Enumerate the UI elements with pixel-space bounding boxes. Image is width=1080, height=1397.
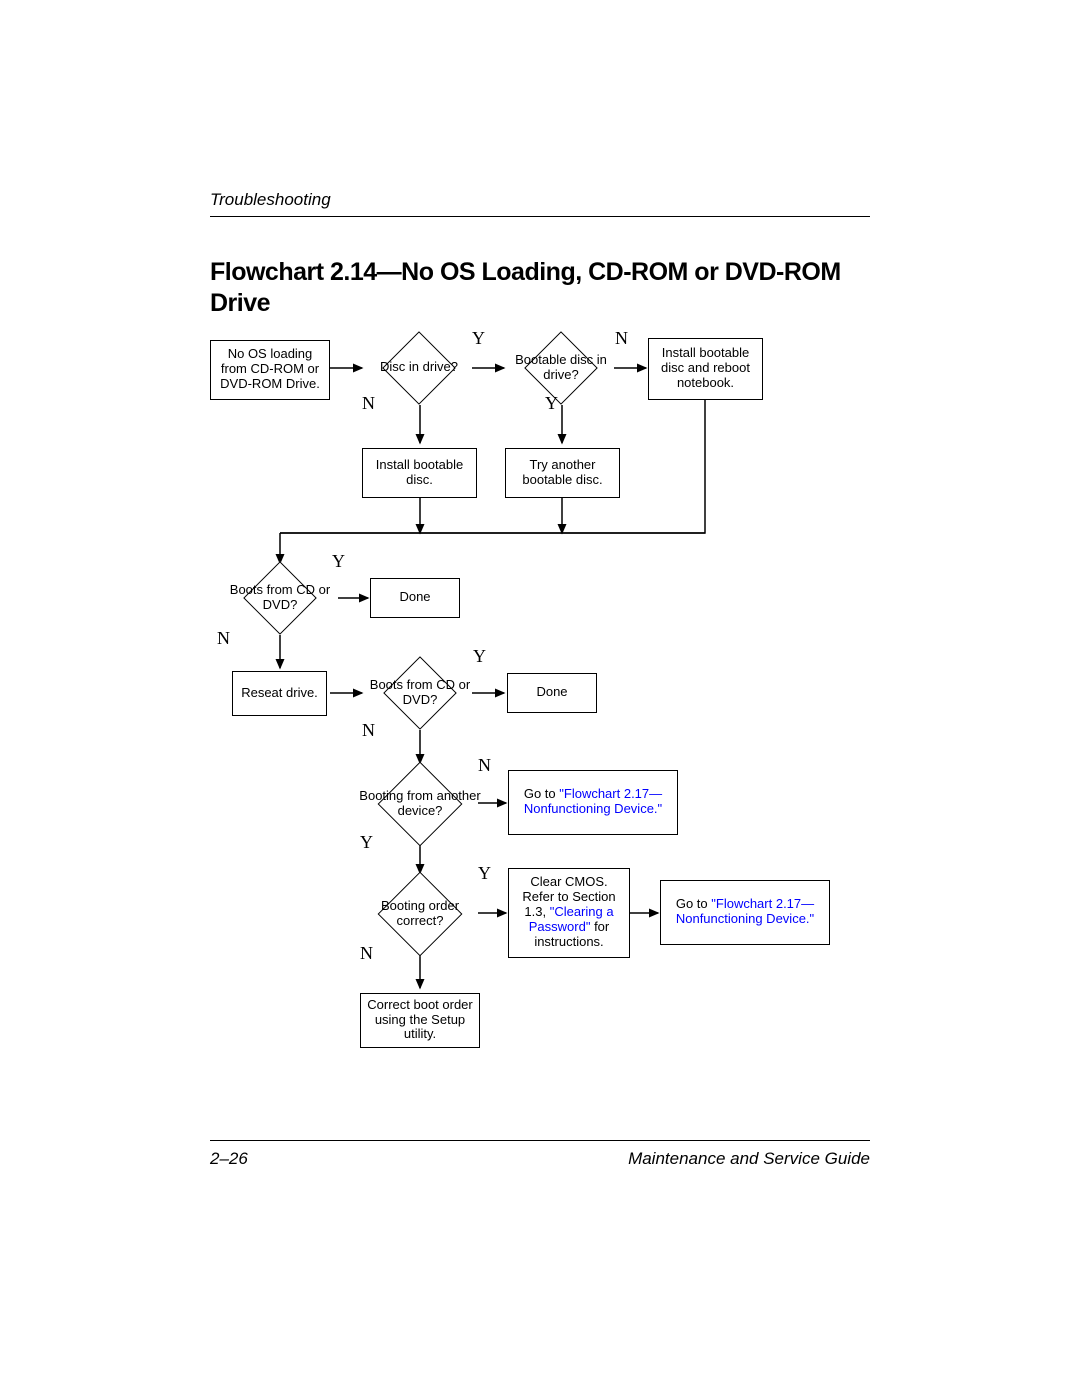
node-reseat: Reseat drive. — [232, 671, 327, 716]
node-text: Install bootable disc and reboot noteboo… — [653, 346, 758, 391]
node-done-2: Done — [507, 673, 597, 713]
node-boot-order: Booting order correct? — [358, 871, 482, 957]
node-text: Go to "Flowchart 2.17—Nonfunctioning Dev… — [513, 787, 673, 817]
node-booting-another: Booting from another device? — [358, 761, 482, 847]
node-text: Boots from CD or DVD? — [362, 678, 478, 708]
label-y: Y — [472, 328, 485, 349]
node-text: Done — [399, 590, 430, 605]
node-text: Clear CMOS. Refer to Section 1.3, "Clear… — [513, 875, 625, 950]
label-n: N — [615, 328, 628, 349]
label-y: Y — [473, 646, 486, 667]
label-n: N — [478, 755, 491, 776]
node-text: Done — [536, 685, 567, 700]
node-text: Booting order correct? — [358, 899, 482, 929]
header-section: Troubleshooting — [210, 190, 870, 217]
node-install-reboot: Install bootable disc and reboot noteboo… — [648, 338, 763, 400]
node-text: Boots from CD or DVD? — [222, 583, 338, 613]
node-text: Disc in drive? — [380, 360, 458, 375]
node-bootable-disc: Bootable disc in drive? — [507, 330, 615, 406]
label-y: Y — [332, 551, 345, 572]
node-text: Go to "Flowchart 2.17—Nonfunctioning Dev… — [665, 897, 825, 927]
page-title: Flowchart 2.14—No OS Loading, CD-ROM or … — [210, 257, 870, 320]
node-goto-217-b: Go to "Flowchart 2.17—Nonfunctioning Dev… — [660, 880, 830, 945]
node-boots-1: Boots from CD or DVD? — [222, 560, 338, 636]
label-n: N — [362, 720, 375, 741]
label-n: N — [362, 393, 375, 414]
node-text: Reseat drive. — [241, 686, 318, 701]
node-text: Try another bootable disc. — [510, 458, 615, 488]
node-text: Install bootable disc. — [367, 458, 472, 488]
node-done-1: Done — [370, 578, 460, 618]
node-correct-boot: Correct boot order using the Setup utili… — [360, 993, 480, 1048]
label-n: N — [360, 943, 373, 964]
node-try-another: Try another bootable disc. — [505, 448, 620, 498]
node-goto-217-a: Go to "Flowchart 2.17—Nonfunctioning Dev… — [508, 770, 678, 835]
node-clear-cmos: Clear CMOS. Refer to Section 1.3, "Clear… — [508, 868, 630, 958]
node-text: No OS loading from CD-ROM or DVD-ROM Dri… — [215, 347, 325, 392]
node-boots-2: Boots from CD or DVD? — [362, 655, 478, 731]
label-y: Y — [478, 863, 491, 884]
node-start: No OS loading from CD-ROM or DVD-ROM Dri… — [210, 340, 330, 400]
node-text: Bootable disc in drive? — [507, 353, 615, 383]
flowchart-diagram: No OS loading from CD-ROM or DVD-ROM Dri… — [210, 338, 870, 1128]
node-text: Correct boot order using the Setup utili… — [365, 998, 475, 1043]
label-y: Y — [360, 832, 373, 853]
guide-name: Maintenance and Service Guide — [628, 1149, 870, 1169]
page-footer: 2–26 Maintenance and Service Guide — [210, 1140, 870, 1169]
page-number: 2–26 — [210, 1149, 248, 1169]
node-disc-in-drive: Disc in drive? — [365, 330, 473, 406]
label-y: Y — [545, 393, 558, 414]
node-text: Booting from another device? — [358, 789, 482, 819]
label-n: N — [217, 628, 230, 649]
node-install-bootable: Install bootable disc. — [362, 448, 477, 498]
